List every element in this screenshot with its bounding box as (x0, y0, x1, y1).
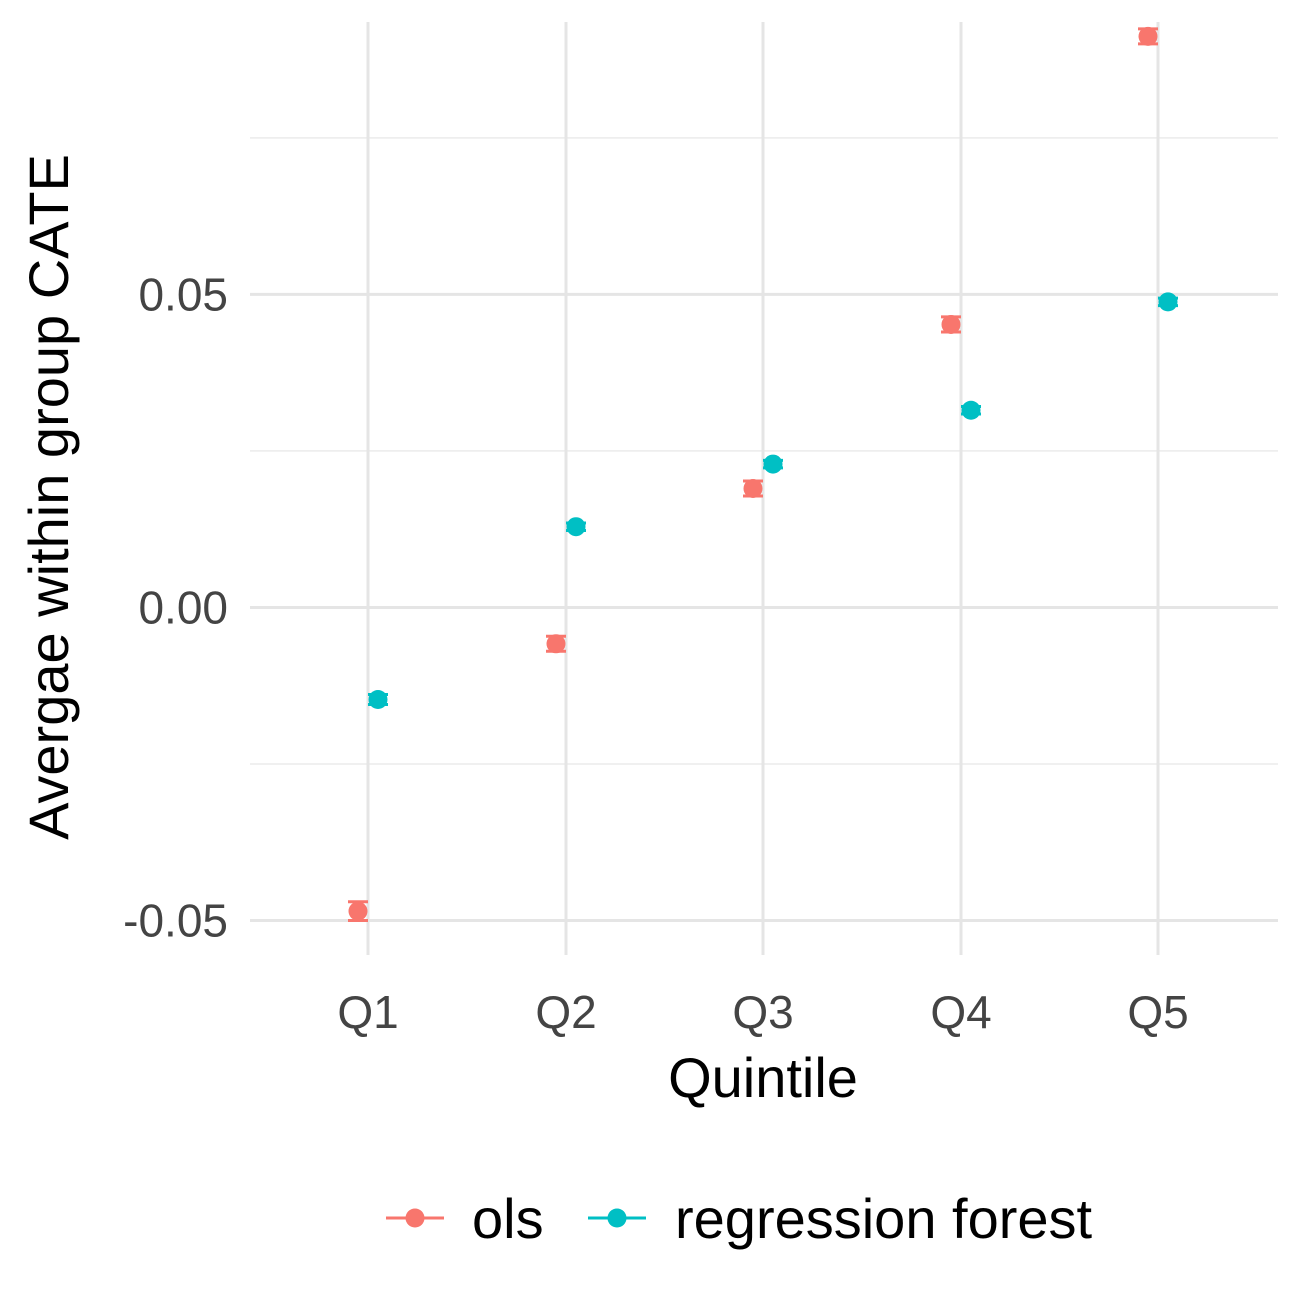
point-ols-2 (546, 634, 566, 654)
y-tick-label-1: 0.00 (138, 581, 228, 633)
legend: ols regression forest (386, 1187, 1093, 1250)
dot-regression-forest-4 (961, 400, 981, 420)
point-ols-1 (348, 900, 368, 923)
grid-major (250, 22, 1278, 955)
dot-ols-1 (348, 901, 368, 921)
legend-item-regression-forest: regression forest (588, 1187, 1093, 1250)
dot-regression-forest-1 (368, 690, 388, 710)
y-tick-label-0: -0.05 (123, 895, 228, 947)
point-regression-forest-4 (961, 400, 981, 420)
point-regression-forest-2 (566, 517, 586, 537)
dot-ols-4 (941, 314, 961, 334)
dot-regression-forest-3 (763, 454, 783, 474)
x-tick-label-3: Q4 (930, 986, 991, 1038)
dot-ols-5 (1138, 26, 1158, 46)
dot-ols-2 (546, 634, 566, 654)
x-axis-title: Quintile (668, 1046, 858, 1109)
point-ols-4 (941, 314, 961, 334)
point-regression-forest-1 (368, 690, 388, 710)
legend-key-dot (607, 1208, 627, 1228)
x-tick-label-0: Q1 (337, 986, 398, 1038)
data-marks (348, 26, 1178, 923)
legend-label-ols: ols (472, 1187, 544, 1250)
x-tick-label-2: Q3 (732, 986, 793, 1038)
legend-item-ols: ols (386, 1187, 544, 1250)
y-tick-label-2: 0.05 (138, 268, 228, 320)
point-regression-forest-5 (1158, 292, 1178, 312)
dot-regression-forest-2 (566, 517, 586, 537)
x-tick-label-1: Q2 (535, 986, 596, 1038)
point-ols-3 (743, 479, 763, 498)
y-tick-labels: -0.05 0.00 0.05 (123, 268, 228, 946)
x-tick-label-4: Q5 (1127, 986, 1188, 1038)
point-regression-forest-3 (763, 454, 783, 474)
y-axis-title: Avergae within group CATE (17, 154, 80, 840)
dot-regression-forest-5 (1158, 292, 1178, 312)
legend-label-regression-forest: regression forest (675, 1187, 1093, 1250)
legend-key-dot (405, 1208, 425, 1228)
dot-ols-3 (743, 479, 763, 498)
x-tick-labels: Q1 Q2 Q3 Q4 Q5 (337, 986, 1188, 1038)
point-ols-5 (1138, 26, 1158, 46)
